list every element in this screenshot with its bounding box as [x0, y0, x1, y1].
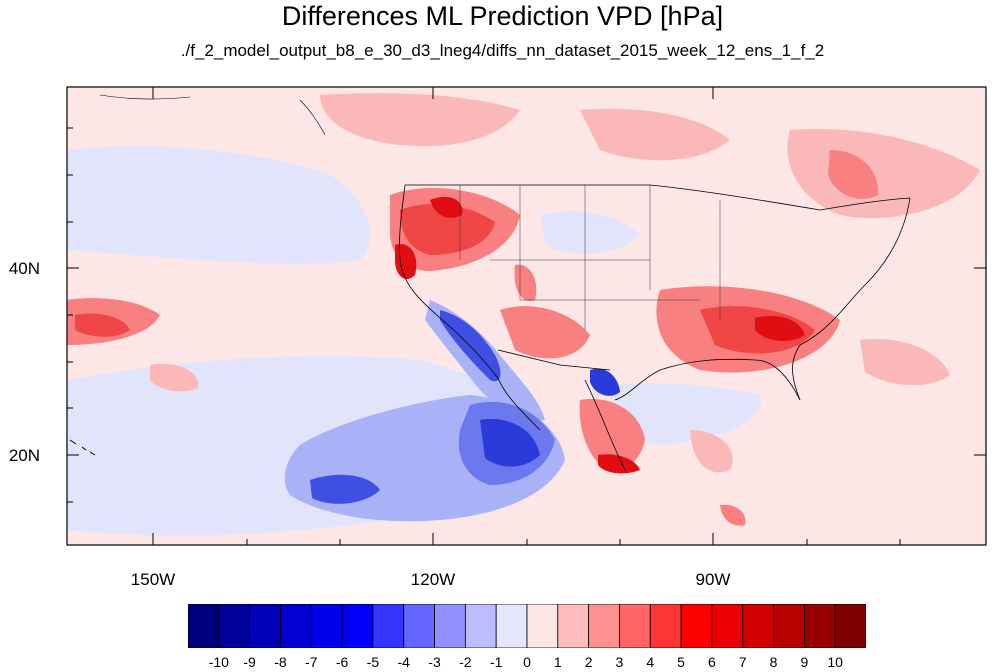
difference-map [66, 86, 987, 546]
colorbar-tick-label: -5 [366, 654, 380, 670]
colorbar-tick-label: -10 [208, 654, 229, 670]
blue-dark-gulf-california [590, 368, 620, 396]
colorbar-swatch [834, 604, 866, 648]
colorbar-tick-label: 9 [800, 654, 809, 670]
colorbar-tick-label: -7 [305, 654, 318, 670]
baja-coastline [497, 377, 541, 431]
lon-label-90w: 90W [695, 570, 731, 589]
colorbar-tick-label: -1 [489, 654, 503, 670]
red-dark-oregon [430, 196, 463, 218]
red-mid-caribbean-south [720, 504, 746, 526]
colorbar-tick-label: 0 [523, 654, 531, 670]
colorbar-tick-label: -2 [459, 654, 472, 670]
colorbar-swatch [773, 604, 805, 648]
colorbar-tick-label: -8 [274, 654, 287, 670]
lon-label-150w: 150W [130, 570, 176, 589]
us-east-coastline [792, 197, 911, 401]
red-light-atlantic [860, 339, 950, 386]
colorbar-swatch [280, 604, 312, 648]
colorbar-tick-label: -3 [428, 654, 441, 670]
colorbar-swatch [803, 604, 836, 648]
red-light-canada-central [580, 108, 730, 161]
pale-blue-gulf [610, 383, 762, 445]
axis-ticks [67, 87, 986, 545]
lat-label-20n: 20N [8, 446, 40, 465]
coastlines-and-borders [69, 94, 911, 471]
red-mid-southwest [500, 306, 590, 359]
us-west-coastline [399, 184, 499, 379]
blue-dark-west-core [310, 474, 380, 504]
red-strong-pacific-northwest [400, 203, 495, 255]
colorbar-swatch [557, 604, 590, 648]
red-dark-mexico-south [598, 454, 640, 474]
colorbar-tick-label: -4 [397, 654, 410, 670]
hawaii-islands [69, 439, 96, 456]
blue-dark-offshore-core [480, 419, 540, 467]
map-panel [0, 80, 1005, 580]
red-mid-quebec [828, 150, 879, 199]
colorbar-swatch [464, 604, 497, 648]
colorbar-swatch [403, 604, 435, 648]
colorbar-swatch [434, 604, 466, 648]
us-canada-border [405, 184, 911, 211]
map-title: Differences ML Prediction VPD [hPa] [281, 1, 724, 31]
state-borders [459, 185, 721, 330]
gulf-coastline [614, 358, 801, 401]
colorbar-tick-label: 5 [677, 654, 685, 670]
colorbar [188, 604, 866, 648]
colorbar-swatch [310, 604, 343, 648]
lon-label-120w: 120W [410, 570, 456, 589]
colorbar-tick-label: 3 [615, 654, 624, 670]
mexico-west-coastline [584, 379, 626, 471]
map-subtitle: ./f_2_model_output_b8_e_30_d3_lneg4/diff… [180, 41, 825, 60]
colorbar-swatch [711, 604, 744, 648]
colorbar-swatch [188, 604, 220, 648]
colorbar-swatch [649, 604, 682, 648]
colorbar-swatch [495, 604, 528, 648]
colorbar-tick-label: 7 [738, 654, 747, 670]
field-shading [67, 87, 986, 545]
colorbar-swatch [588, 604, 620, 648]
colorbar-tick-label: 8 [769, 654, 778, 670]
colorbar-swatch [680, 604, 713, 648]
red-light-central-america [690, 430, 733, 473]
us-mexico-border [497, 349, 611, 371]
red-strong-central-pacific [75, 313, 130, 337]
red-dark-georgia [755, 315, 805, 342]
red-mid-mexico [579, 399, 645, 469]
red-dark-northern-california [395, 244, 417, 280]
pale-blue-rockies [540, 211, 640, 254]
colorbar-swatch [742, 604, 774, 648]
colorbar-tick-label: -6 [335, 654, 349, 670]
red-light-pacific-patch [150, 363, 199, 392]
colorbar-tick-label: 2 [584, 654, 593, 670]
colorbar-swatch [249, 604, 281, 648]
colorbar-tick-label: 4 [646, 654, 655, 670]
colorbar-swatch [341, 604, 374, 648]
colorbar-tick-label: 6 [708, 654, 716, 670]
pale-blue-north-pacific [67, 146, 370, 265]
blue-dark-socal [440, 310, 501, 382]
red-light-canada-west [320, 93, 520, 147]
colorbar-tick-label: 1 [553, 654, 562, 670]
lat-label-40n: 40N [8, 259, 40, 278]
colorbar-tick-label: 10 [827, 654, 843, 670]
colorbar-tick-label: -9 [243, 654, 256, 670]
colorbar-swatch [372, 604, 405, 648]
colorbar-swatch [218, 604, 251, 648]
colorbar-swatch [619, 604, 651, 648]
alaska-coastline [99, 94, 326, 136]
colorbar-swatch [526, 604, 559, 648]
